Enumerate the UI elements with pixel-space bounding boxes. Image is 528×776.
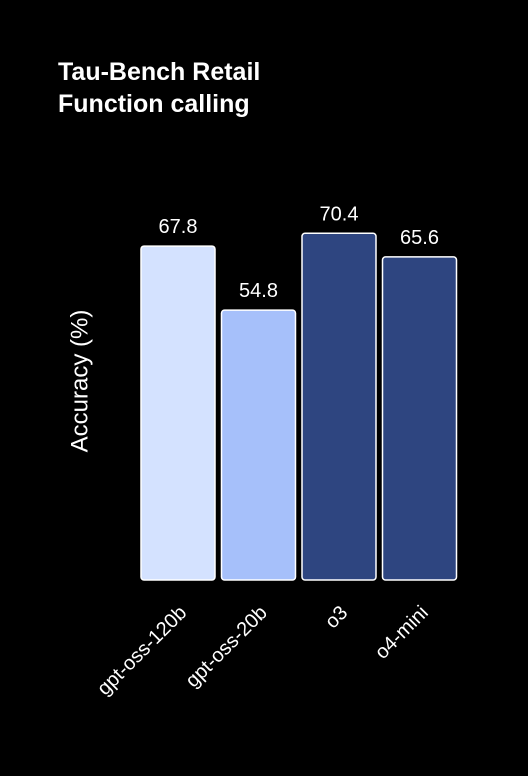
chart-title-line-1: Tau-Bench Retail [58, 58, 261, 86]
y-axis-label: Accuracy (%) [66, 310, 93, 453]
value-label-gpt-oss-20b: 54.8 [239, 280, 278, 302]
bar-o4-mini [381, 256, 458, 581]
x-tick-label-o4-mini: o4-mini [371, 602, 433, 664]
chart-title: Tau-Bench Retail Function calling [58, 56, 260, 120]
x-tick-label-gpt-oss-20b: gpt-oss-20b [182, 602, 272, 692]
value-label-o3: 70.4 [320, 203, 359, 225]
value-labels-layer: 67.8 54.8 70.4 65.6 [159, 203, 439, 302]
value-label-gpt-oss-120b: 67.8 [159, 216, 198, 238]
x-tick-label-gpt-oss-120b: gpt-oss-120b [93, 602, 191, 700]
chart-title-line-2: Function calling [58, 90, 250, 118]
bar-gpt-oss-20b [220, 309, 297, 581]
value-label-o4-mini: 65.6 [400, 227, 439, 249]
bar-o3 [301, 232, 377, 581]
bars-layer [140, 232, 458, 581]
x-tick-label-o3: o3 [321, 602, 352, 633]
bar-gpt-oss-120b [140, 245, 216, 581]
